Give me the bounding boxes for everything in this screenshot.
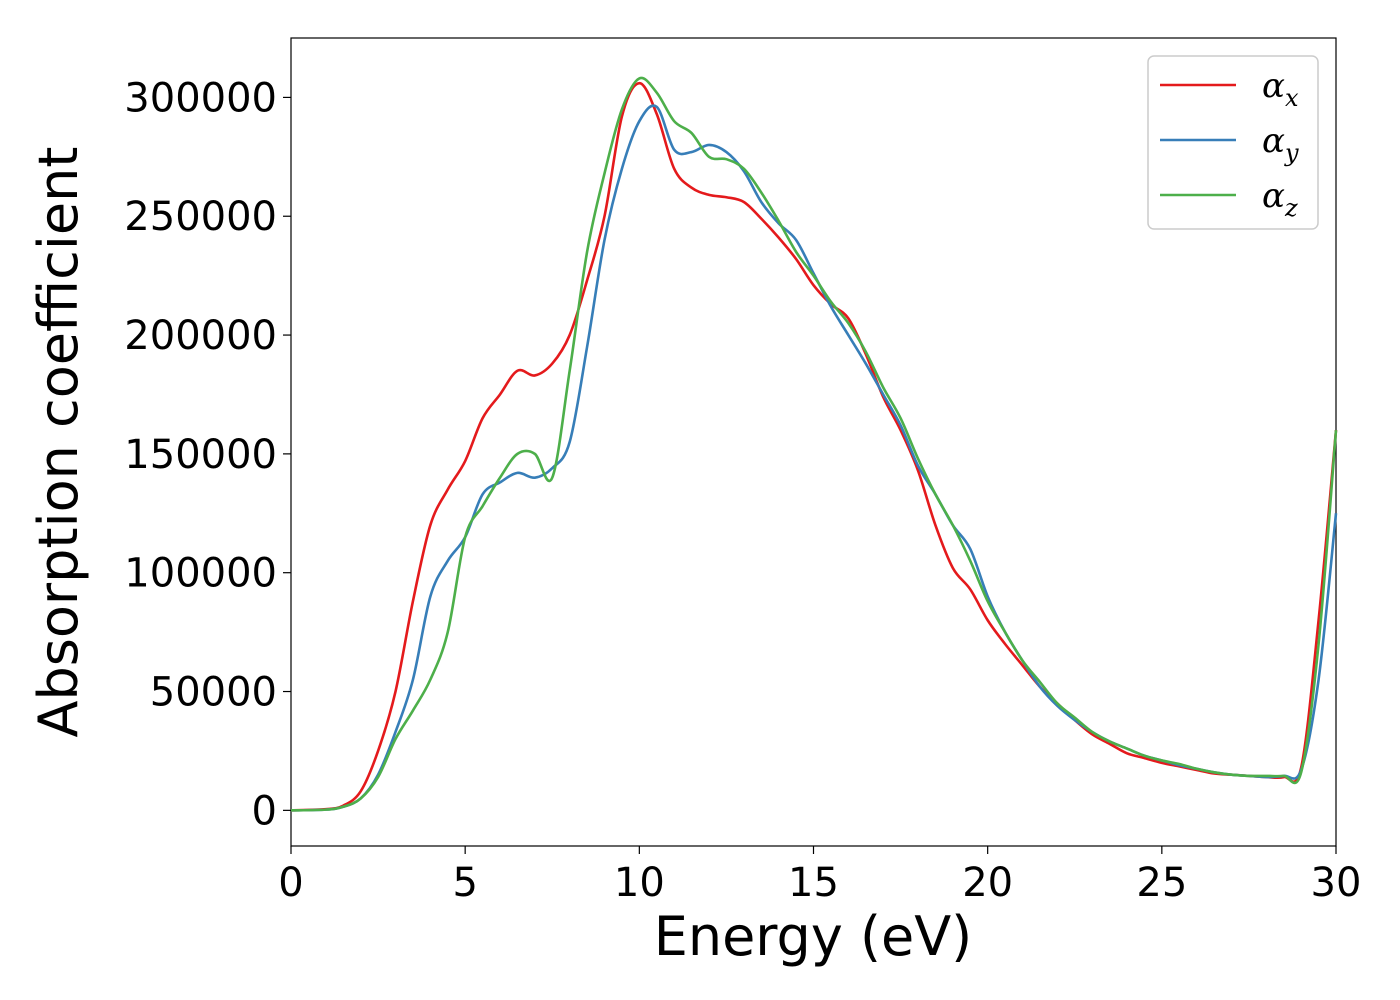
legend-item-alpha-y: αy bbox=[1160, 121, 1299, 167]
legend-label: αz bbox=[1262, 176, 1298, 222]
legend-item-alpha-x: αx bbox=[1160, 66, 1299, 112]
y-axis-title: Absorption coefficient bbox=[27, 147, 90, 738]
legend-frame bbox=[1147, 55, 1319, 230]
y-tick-label: 100000 bbox=[124, 551, 277, 597]
y-tick-label: 300000 bbox=[124, 75, 277, 121]
legend-items: αx αy αz bbox=[1160, 66, 1299, 222]
x-axis-title: Energy (eV) bbox=[654, 905, 973, 968]
x-tick-label: 5 bbox=[452, 860, 477, 906]
legend-item-alpha-z: αz bbox=[1160, 176, 1298, 222]
x-tick-label: 0 bbox=[278, 860, 303, 906]
y-tick-label: 150000 bbox=[124, 432, 277, 478]
series-layer bbox=[290, 76, 1338, 812]
y-axis-ticks: 0 50000 100000 150000 200000 250000 300000 bbox=[124, 75, 291, 834]
x-tick-label: 20 bbox=[962, 860, 1013, 906]
y-tick-label: 200000 bbox=[124, 313, 277, 359]
legend-label: αy bbox=[1262, 121, 1299, 167]
x-tick-label: 15 bbox=[788, 860, 839, 906]
x-tick-label: 10 bbox=[614, 860, 665, 906]
x-tick-label: 25 bbox=[1136, 860, 1187, 906]
y-tick-label: 50000 bbox=[150, 670, 277, 716]
legend: αx αy αz bbox=[1147, 55, 1319, 230]
x-tick-label: 30 bbox=[1311, 860, 1362, 906]
x-axis-ticks: 0 5 10 15 20 25 30 bbox=[278, 846, 1361, 906]
y-tick-label: 250000 bbox=[124, 194, 277, 240]
y-tick-label: 0 bbox=[252, 788, 277, 834]
series-line-alpha-z bbox=[290, 76, 1338, 812]
legend-label: αx bbox=[1262, 66, 1299, 112]
